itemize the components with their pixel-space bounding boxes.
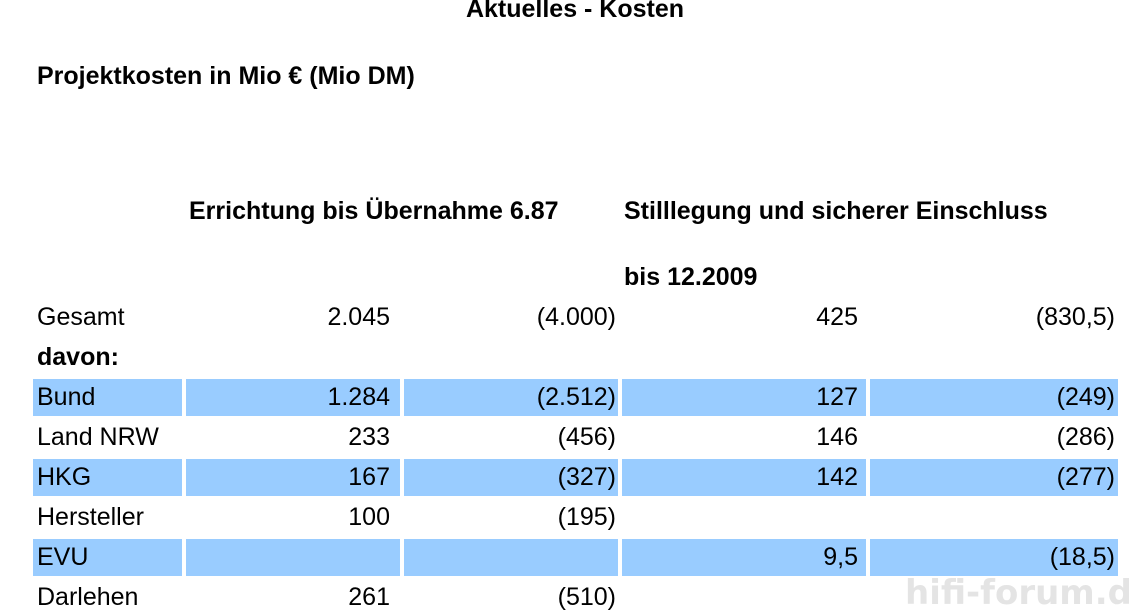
cell-dm-construction: (2.512) <box>404 379 618 416</box>
cell-dm-construction: (327) <box>404 459 618 496</box>
subtitle: Projektkosten in Mio € (Mio DM) <box>37 62 415 90</box>
cell-eur-construction: 1.284 <box>186 379 400 416</box>
cell-eur-construction <box>186 539 400 576</box>
row-label: Hersteller <box>37 503 144 531</box>
row-label: EVU <box>33 539 182 576</box>
table-row-bund: Bund 1.284 (2.512) 127 (249) <box>0 379 1129 416</box>
table-row-davon: davon: <box>0 339 1129 376</box>
header-construction: Errichtung bis Übernahme 6.87 <box>189 197 559 225</box>
table-row-darlehen: Darlehen 261 (510) <box>0 579 1129 616</box>
cell-eur-construction: 233 <box>348 423 390 451</box>
cell-dm-construction: (456) <box>557 423 616 451</box>
cell-eur-decommissioning <box>622 579 866 616</box>
cell-dm-construction <box>404 539 618 576</box>
header-decommissioning-period: bis 12.2009 <box>624 263 758 291</box>
cell-dm-decommissioning: (830,5) <box>1035 303 1115 331</box>
cell-dm-decommissioning: (18,5) <box>870 539 1118 576</box>
cell-dm-decommissioning: (249) <box>870 379 1118 416</box>
cell-dm-construction: (510) <box>557 583 616 611</box>
cell-dm-construction: (4.000) <box>536 303 616 331</box>
table-row-land-nrw: Land NRW 233 (456) 146 (286) <box>0 419 1129 456</box>
cell-dm-decommissioning: (277) <box>870 459 1118 496</box>
cell-eur-decommissioning: 425 <box>816 303 858 331</box>
cell-eur-decommissioning: 9,5 <box>622 539 866 576</box>
cell-dm-construction: (195) <box>557 503 616 531</box>
cell-eur-construction: 167 <box>186 459 400 496</box>
cell-eur-decommissioning: 146 <box>816 423 858 451</box>
row-label: Gesamt <box>37 303 125 331</box>
table-row-evu: EVU 9,5 (18,5) <box>0 539 1129 576</box>
row-label: Darlehen <box>37 583 139 611</box>
cell-eur-construction: 261 <box>348 583 390 611</box>
watermark-logo: hifi-forum.de <box>905 573 1129 613</box>
table-row-hersteller: Hersteller 100 (195) <box>0 499 1129 536</box>
row-label: davon: <box>37 343 119 371</box>
cell-eur-decommissioning <box>622 499 866 536</box>
table-row-gesamt: Gesamt 2.045 (4.000) 425 (830,5) <box>0 299 1129 336</box>
cell-dm-decommissioning <box>870 499 1118 536</box>
cell-eur-decommissioning: 142 <box>622 459 866 496</box>
cell-eur-construction: 2.045 <box>327 303 390 331</box>
row-label: Land NRW <box>37 423 159 451</box>
cell-eur-construction: 100 <box>348 503 390 531</box>
cell-eur-decommissioning: 127 <box>622 379 866 416</box>
row-label: Bund <box>33 379 182 416</box>
page-title: Aktuelles - Kosten <box>465 0 685 23</box>
table-row-hkg: HKG 167 (327) 142 (277) <box>0 459 1129 496</box>
row-label: HKG <box>33 459 182 496</box>
cell-dm-decommissioning: (286) <box>1056 423 1115 451</box>
header-decommissioning: Stilllegung und sicherer Einschluss <box>624 197 1048 225</box>
